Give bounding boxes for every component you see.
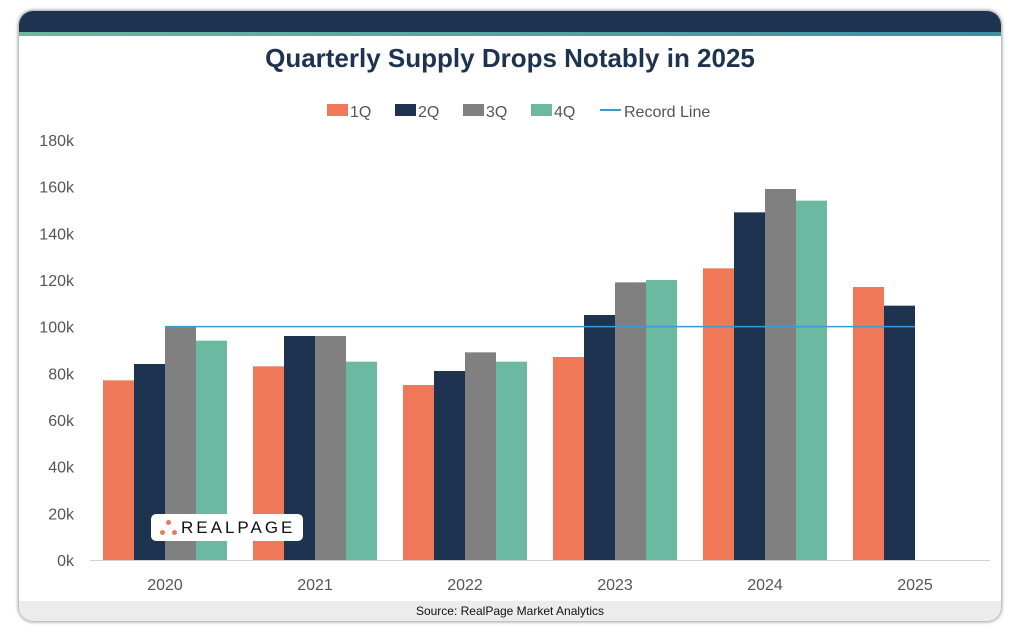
- chart-title: Quarterly Supply Drops Notably in 2025: [265, 43, 755, 73]
- x-tick-label: 2022: [447, 577, 483, 594]
- x-tick-label: 2024: [747, 577, 783, 594]
- legend-swatch-2Q: [395, 104, 416, 116]
- bar-1Q-2023: [553, 357, 584, 560]
- bar-4Q-2022: [496, 361, 527, 560]
- logo-text: REALPAGE: [181, 518, 296, 537]
- bar-2Q-2023: [584, 315, 615, 560]
- bar-2Q-2025: [884, 305, 915, 560]
- x-tick-label: 2020: [147, 577, 183, 594]
- y-tick-label: 120k: [39, 273, 75, 290]
- y-tick-label: 0k: [57, 553, 75, 570]
- bar-4Q-2023: [646, 280, 677, 560]
- legend-label-3Q: 3Q: [486, 104, 507, 121]
- legend-label-4Q: 4Q: [554, 104, 575, 121]
- bar-3Q-2024: [765, 189, 796, 560]
- header-band: [19, 11, 1001, 32]
- bar-1Q-2022: [403, 385, 434, 560]
- legend-swatch-3Q: [463, 104, 484, 116]
- x-tick-label: 2021: [297, 577, 333, 594]
- source-note: Source: RealPage Market Analytics: [19, 601, 1001, 621]
- bar-2Q-2024: [734, 212, 765, 561]
- y-tick-label: 80k: [48, 366, 75, 383]
- legend-label-1Q: 1Q: [350, 104, 371, 121]
- legend-label-record-line: Record Line: [624, 104, 710, 121]
- y-tick-label: 20k: [48, 506, 75, 523]
- bar-4Q-2024: [796, 200, 827, 560]
- bar-3Q-2023: [615, 282, 646, 560]
- x-tick-label: 2023: [597, 577, 633, 594]
- bar-2Q-2022: [434, 371, 465, 560]
- y-tick-label: 40k: [48, 460, 75, 477]
- bar-4Q-2021: [346, 361, 377, 560]
- bar-3Q-2021: [315, 336, 346, 560]
- y-tick-label: 180k: [39, 133, 75, 150]
- accent-stripe: [19, 32, 1001, 36]
- logo-dot: [166, 520, 171, 525]
- y-tick-label: 100k: [39, 320, 75, 337]
- y-tick-label: 140k: [39, 226, 75, 243]
- legend-label-2Q: 2Q: [418, 104, 439, 121]
- realpage-logo: REALPAGE: [151, 514, 303, 541]
- y-tick-label: 60k: [48, 413, 75, 430]
- bar-1Q-2020: [103, 380, 134, 560]
- logo-dot: [172, 530, 177, 535]
- bar-1Q-2025: [853, 287, 884, 560]
- bar-3Q-2022: [465, 352, 496, 560]
- legend-swatch-1Q: [327, 104, 348, 116]
- logo-dot: [160, 530, 165, 535]
- x-tick-label: 2025: [897, 577, 933, 594]
- y-tick-label: 160k: [39, 180, 75, 197]
- legend-swatch-4Q: [531, 104, 552, 116]
- bar-1Q-2024: [703, 268, 734, 560]
